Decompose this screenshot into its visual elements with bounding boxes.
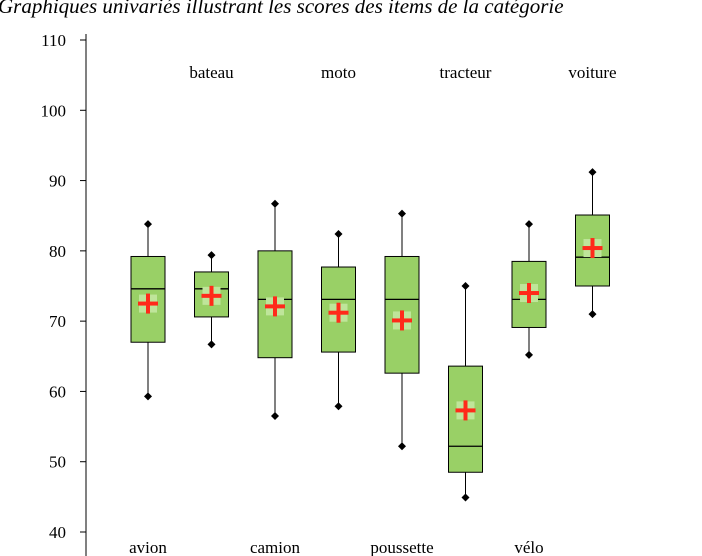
y-tick-label: 50 [49,453,66,472]
mean-plus-v [336,302,341,323]
y-tick-label: 100 [41,101,67,120]
category-label-bateau: bateau [189,63,234,82]
y-tick-label: 70 [49,312,66,331]
mean-plus-v [209,285,214,306]
y-axis: 40 50 60 70 80 90 100 110 [41,31,87,556]
mean-plus-v [146,293,150,314]
category-labels: avion bateau camion moto poussette tracteur vé… [129,63,616,556]
box-camion [257,199,293,421]
y-tick-label: 80 [49,242,66,261]
y-tick-label: 40 [49,523,66,542]
category-label-poussette: poussette [370,538,433,556]
whisker-cap [271,412,279,421]
box-poussette [384,209,420,451]
category-label-avion: avion [129,538,167,556]
whisker-cap [334,402,343,411]
whisker-cap [461,282,470,290]
whisker-cap [398,442,406,451]
box-tracteur [448,282,483,502]
whisker-cap [461,493,470,502]
box-series [130,168,610,502]
whisker-cap [144,392,152,401]
mean-plus-v [590,238,595,259]
whisker-cap [398,209,406,218]
y-tick-label: 90 [49,172,66,191]
mean-plus-v [273,296,277,317]
whisker-cap [271,199,279,208]
box-avion [130,220,166,401]
mean-plus-v [400,310,404,331]
y-tick-label: 60 [49,382,66,401]
box-voiture [575,168,610,319]
box-moto [321,229,356,411]
mean-plus-v [463,400,468,421]
whisker-cap [334,229,343,238]
category-label-camion: camion [250,538,301,556]
category-label-vélo: vélo [514,538,543,556]
whisker-cap [588,168,597,177]
whisker-cap [525,350,533,359]
box-vélo [511,220,547,359]
whisker-cap [207,251,216,260]
y-tick-label: 110 [41,31,66,50]
category-label-moto: moto [321,63,356,82]
mean-plus-v [527,283,531,304]
whisker-cap [207,340,216,349]
chart-title: Graphiques univariés illustrant les scor… [0,0,564,18]
category-label-tracteur: tracteur [440,63,492,82]
box-bateau [194,251,229,349]
whisker-cap [525,220,533,229]
category-label-voiture: voiture [568,63,616,82]
whisker-cap [144,220,152,229]
whisker-cap [588,310,597,319]
